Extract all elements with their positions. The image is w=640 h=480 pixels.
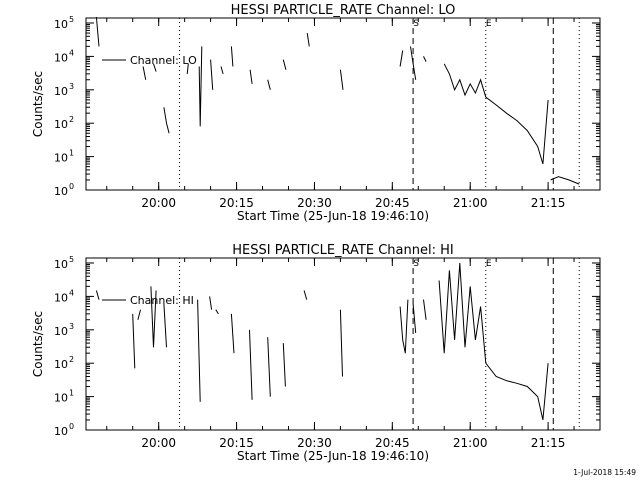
plot-frame	[85, 17, 601, 191]
data-segment	[209, 296, 213, 310]
data-segment	[303, 290, 308, 300]
data-segment	[95, 17, 100, 47]
y-tick-exponent: 5	[69, 15, 74, 24]
y-axis-label: Counts/sec	[31, 311, 45, 377]
x-tick-label: 21:00	[453, 196, 488, 210]
data-segment	[282, 59, 287, 70]
data-segment	[163, 107, 170, 134]
data-segment	[153, 63, 157, 72]
x-tick-label: 21:00	[453, 436, 488, 450]
data-segment	[423, 56, 427, 62]
x-tick-label: 21:15	[531, 196, 566, 210]
y-tick-label: 10	[54, 18, 68, 31]
y-tick-label: 10	[54, 85, 68, 98]
y-tick-label: 10	[54, 51, 68, 64]
data-segment	[412, 303, 417, 334]
y-tick-label: 10	[54, 258, 68, 271]
data-segment	[137, 309, 141, 320]
x-tick-label: 20:30	[297, 436, 332, 450]
data-segment	[282, 343, 286, 387]
y-tick-exponent: 2	[69, 355, 74, 364]
x-axis-label: Start Time (25-Jun-18 19:46:10)	[237, 209, 429, 223]
data-segment	[132, 313, 136, 369]
y-tick-label: 10	[54, 425, 68, 438]
marker-label: E	[486, 19, 492, 29]
timestamp-label: 1-Jul-2018 15:49	[573, 468, 636, 477]
legend-label: Channel: HI	[130, 294, 194, 307]
data-segment	[267, 337, 271, 397]
y-tick-exponent: 3	[69, 322, 74, 331]
x-tick-label: 21:15	[531, 436, 566, 450]
y-axis-label: Counts/sec	[31, 71, 45, 137]
chart-title: HESSI PARTICLE_RATE Channel: HI	[232, 243, 453, 258]
data-segment	[210, 59, 214, 90]
data-segment	[306, 33, 310, 47]
y-tick-exponent: 3	[69, 82, 74, 91]
x-tick-label: 20:45	[375, 196, 410, 210]
data-segment	[485, 362, 549, 421]
y-tick-label: 10	[54, 152, 68, 165]
data-segment	[443, 63, 487, 98]
data-segment	[485, 96, 549, 165]
data-segment	[438, 262, 487, 364]
data-segment	[339, 69, 344, 90]
y-tick-exponent: 1	[69, 149, 74, 158]
data-segment	[423, 299, 427, 320]
y-tick-label: 10	[54, 185, 68, 198]
data-segment	[249, 329, 253, 400]
y-tick-exponent: 1	[69, 389, 74, 398]
data-segment	[267, 79, 271, 90]
data-segment	[410, 46, 417, 80]
data-segment	[249, 69, 253, 84]
x-tick-label: 20:00	[141, 436, 176, 450]
y-tick-label: 10	[54, 291, 68, 304]
data-segment	[186, 63, 189, 74]
data-segment	[163, 303, 167, 348]
y-tick-exponent: 4	[69, 48, 74, 57]
data-segment	[215, 309, 219, 315]
data-segment	[198, 46, 203, 127]
data-segment	[230, 46, 234, 67]
y-tick-label: 10	[54, 392, 68, 405]
plot-frame	[85, 257, 601, 431]
data-segment	[142, 66, 147, 80]
y-tick-label: 10	[54, 325, 68, 338]
data-segment	[339, 309, 343, 377]
x-tick-label: 20:15	[219, 436, 254, 450]
y-tick-label: 10	[54, 118, 68, 131]
data-segment	[230, 313, 235, 354]
y-tick-exponent: 2	[69, 115, 74, 124]
data-segment	[150, 286, 157, 348]
data-segment	[197, 299, 201, 402]
y-tick-exponent: 4	[69, 288, 74, 297]
x-tick-label: 20:00	[141, 196, 176, 210]
marker-label: S	[413, 19, 419, 29]
data-segment	[550, 176, 580, 185]
legend-label: Channel: LO	[130, 54, 197, 67]
x-tick-label: 20:15	[219, 196, 254, 210]
data-segment	[399, 299, 409, 354]
chart-title: HESSI PARTICLE_RATE Channel: LO	[231, 3, 456, 18]
y-tick-label: 10	[54, 358, 68, 371]
x-tick-label: 20:45	[375, 436, 410, 450]
marker-label: S	[413, 259, 419, 269]
marker-label: E	[486, 259, 492, 269]
x-axis-label: Start Time (25-Jun-18 19:46:10)	[237, 449, 429, 463]
x-tick-label: 20:30	[297, 196, 332, 210]
data-segment	[399, 50, 404, 67]
y-tick-exponent: 0	[69, 422, 74, 431]
data-segment	[95, 290, 100, 300]
y-tick-exponent: 0	[69, 182, 74, 191]
y-tick-exponent: 5	[69, 255, 74, 264]
data-segment	[220, 66, 224, 75]
